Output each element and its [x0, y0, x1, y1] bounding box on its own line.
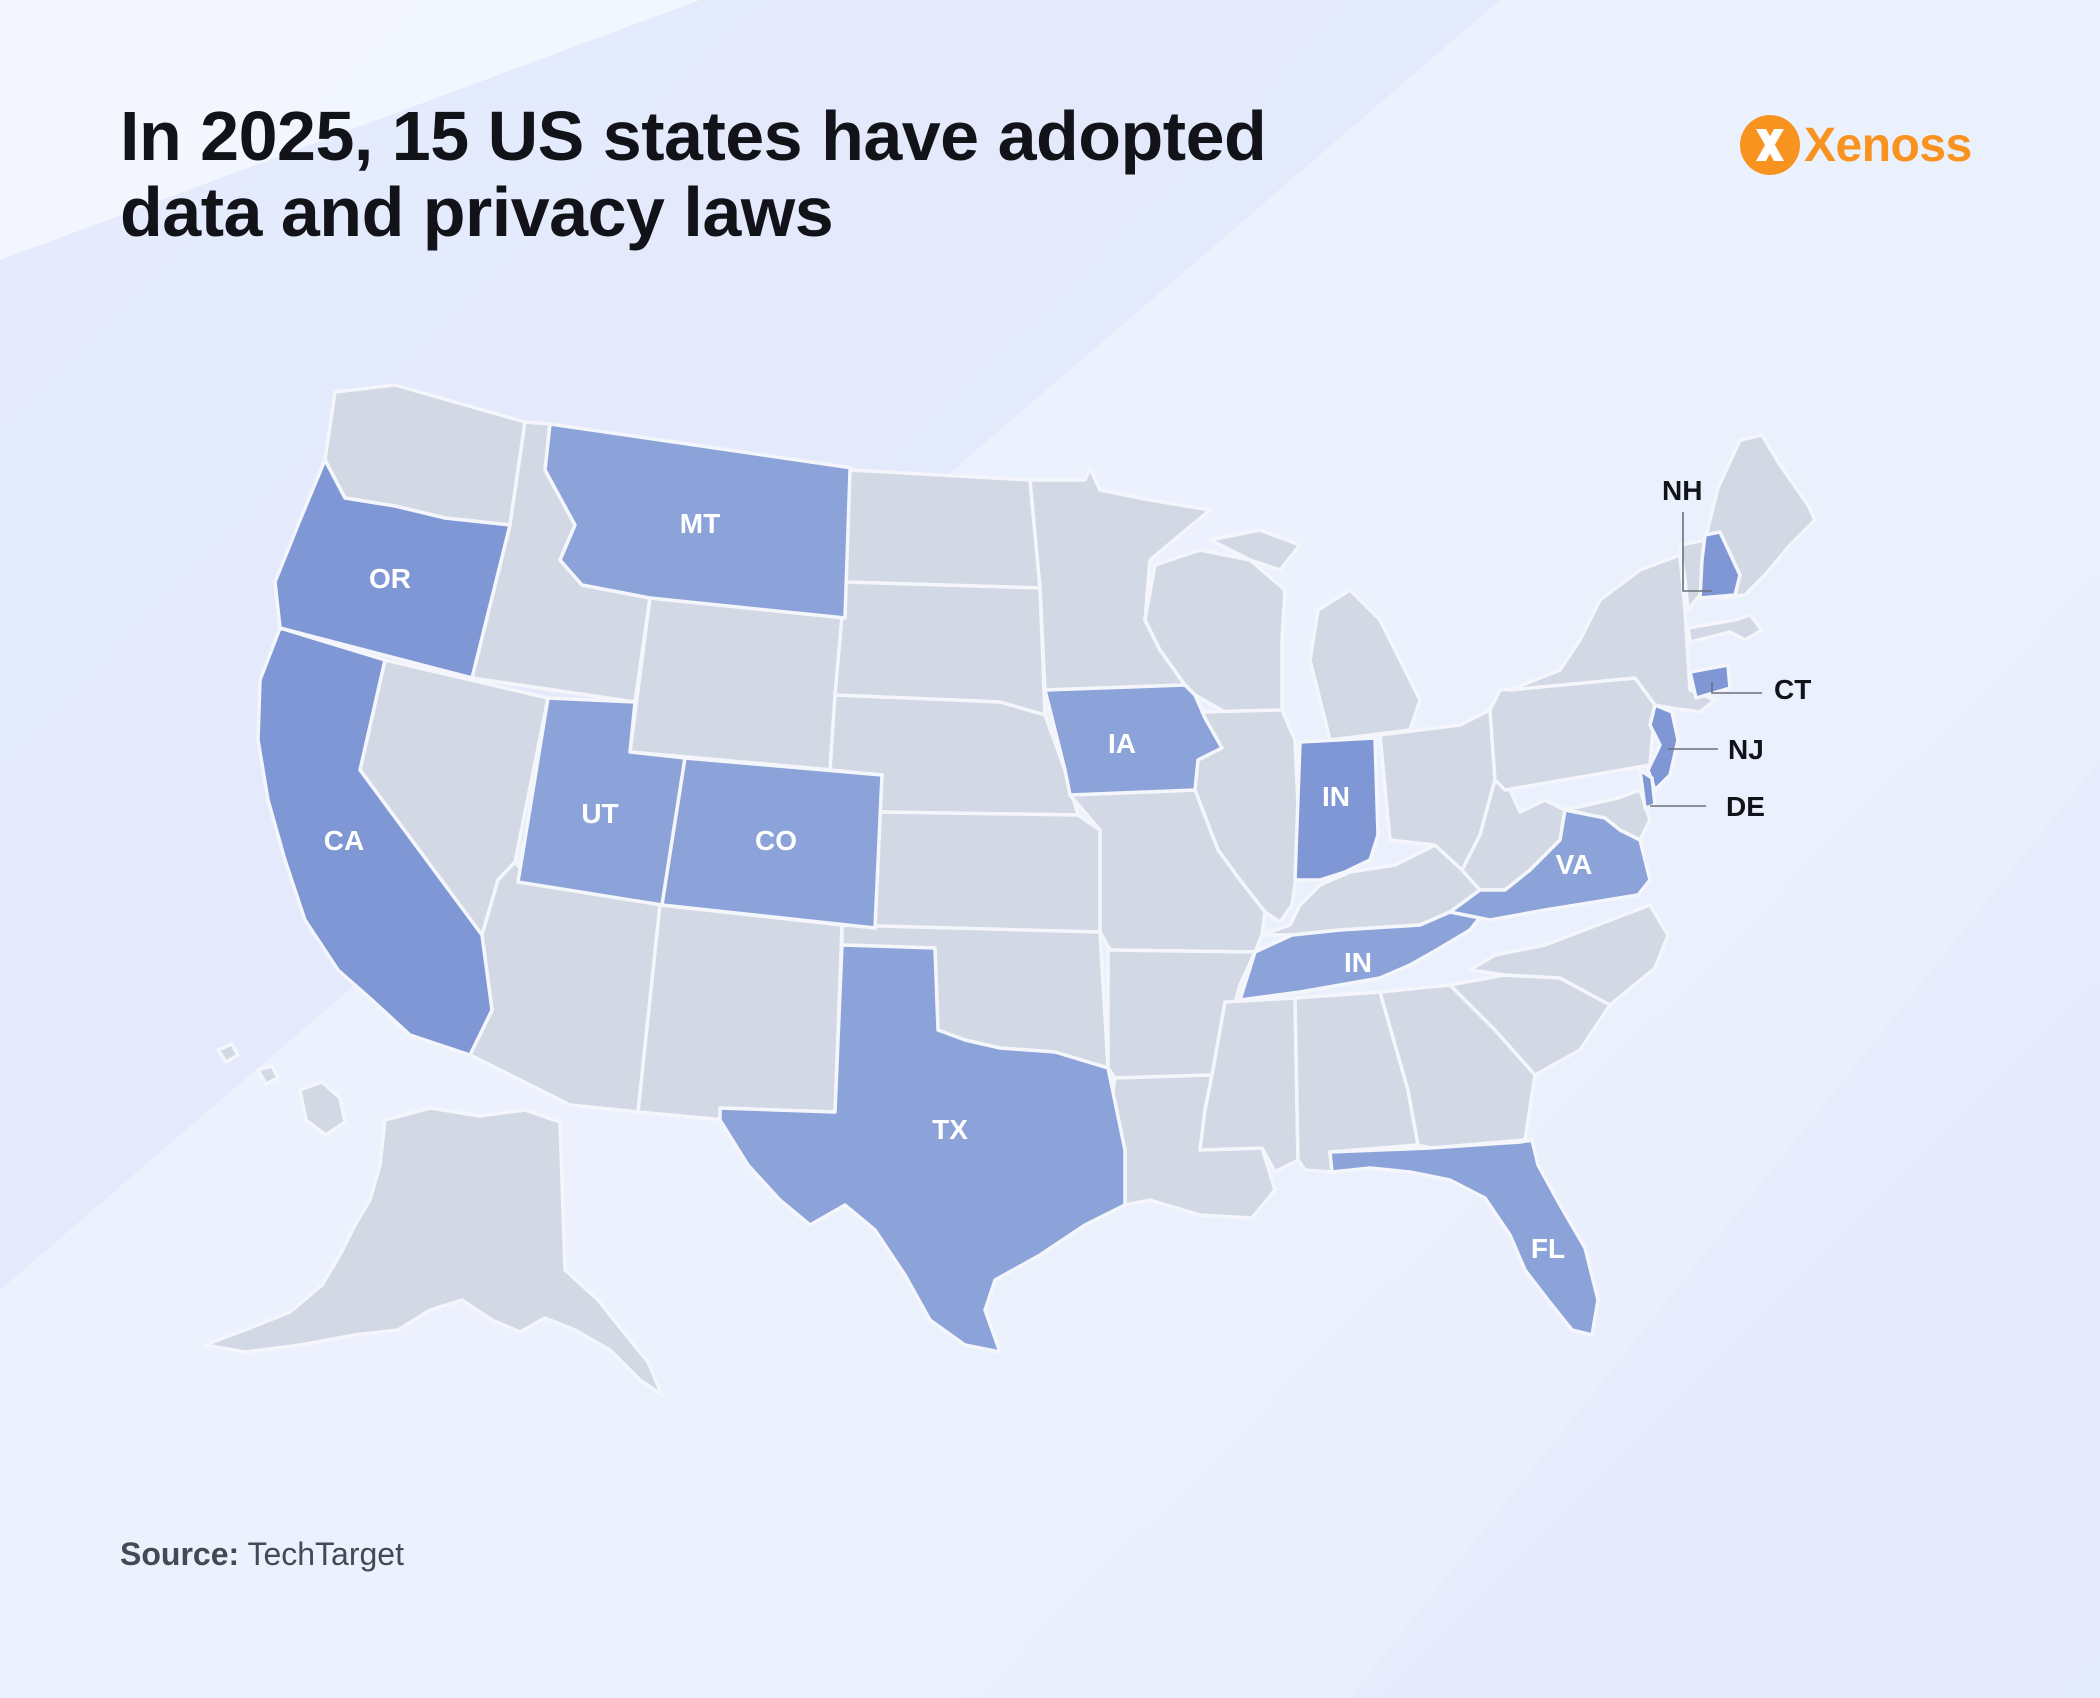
state-connecticut [1688, 663, 1732, 700]
state-oregon [273, 458, 512, 680]
map-label-in: IN [1322, 781, 1350, 812]
map-label-ia: IA [1108, 728, 1136, 759]
xenoss-logo-icon [1740, 115, 1800, 175]
map-label-ca: CA [324, 825, 364, 856]
leader-ct [1711, 682, 1762, 694]
map-label-mt: MT [680, 508, 720, 539]
leader-nh [1682, 512, 1712, 592]
state-massachusetts [1686, 613, 1764, 644]
callout-label-nj: NJ [1728, 734, 1764, 765]
state-alaska [203, 1106, 664, 1397]
state-north-carolina [1468, 903, 1670, 1007]
state-colorado [660, 756, 884, 930]
callout-label-nh: NH [1662, 475, 1702, 506]
state-north-dakota [843, 468, 1042, 590]
state-california [256, 626, 494, 1057]
brand-logo: Xenoss [1738, 110, 1972, 180]
brand-name: Xenoss [1804, 118, 1972, 172]
state-pennsylvania [1488, 676, 1657, 792]
title-line-1: In 2025, 15 US states have adopted [120, 97, 1267, 175]
state-florida [1328, 1138, 1600, 1337]
map-label-ut: UT [581, 798, 618, 829]
callout-label-de: DE [1726, 791, 1765, 822]
source-note: Source: TechTarget [120, 1536, 404, 1573]
map-label-va: VA [1556, 849, 1593, 880]
state-iowa [1043, 683, 1224, 797]
state-montana [543, 422, 854, 620]
map-label-fl: FL [1531, 1233, 1565, 1264]
source-label: Source: [120, 1536, 240, 1572]
map-label-tn: IN [1344, 947, 1372, 978]
state-delaware [1638, 768, 1657, 810]
state-wyoming [628, 596, 847, 772]
state-virginia [1448, 808, 1652, 922]
state-hawaii [216, 1042, 347, 1137]
state-indiana [1293, 736, 1380, 882]
title-line-2: data and privacy laws [120, 173, 834, 251]
page-title: In 2025, 15 US states have adopted data … [120, 98, 1420, 250]
state-michigan [1208, 528, 1422, 742]
map-label-tx: TX [932, 1114, 968, 1145]
map-label-or: OR [369, 563, 411, 594]
state-tennessee [1238, 903, 1492, 1002]
state-new-mexico [636, 903, 844, 1122]
map-label-co: CO [755, 825, 797, 856]
state-texas [718, 943, 1127, 1354]
state-kansas [873, 810, 1102, 934]
state-new-hampshire [1698, 530, 1742, 600]
callout-label-ct: CT [1774, 674, 1811, 705]
source-value: TechTarget [247, 1536, 404, 1572]
